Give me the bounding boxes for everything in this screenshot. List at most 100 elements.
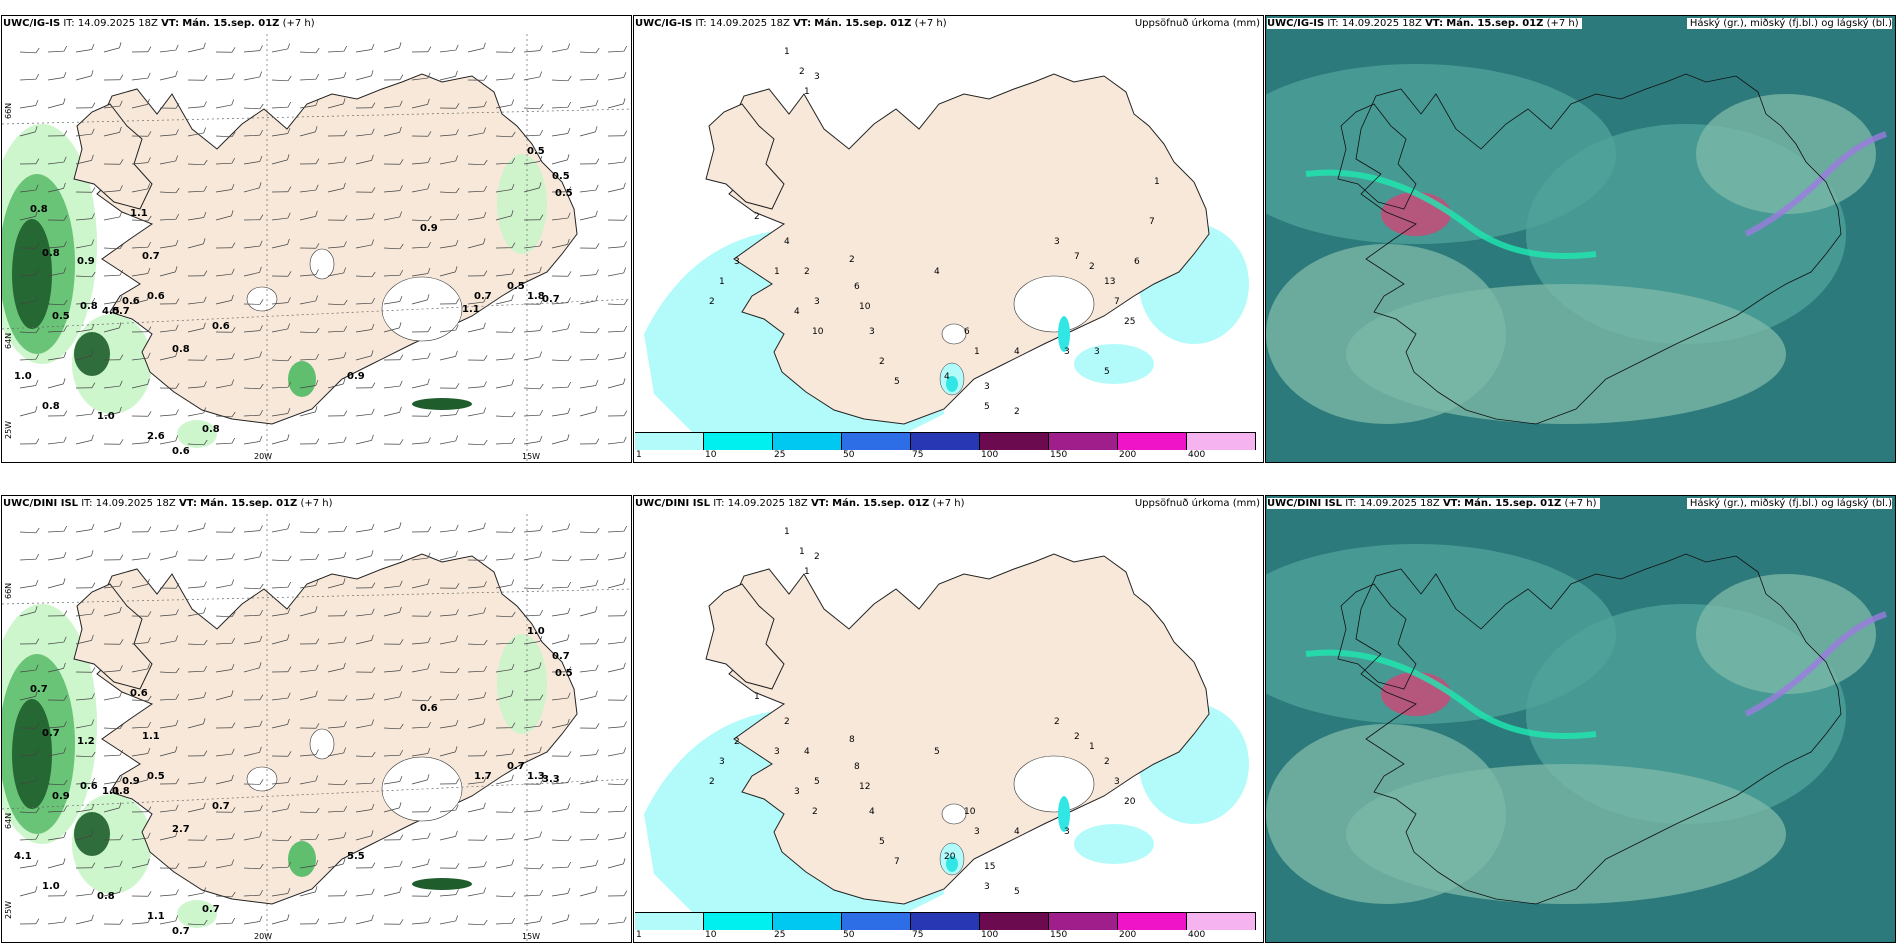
precip-value-label: 7	[1114, 297, 1120, 307]
panel-title: UWC/DINI ISL IT: 14.09.2025 18Z VT: Mán.…	[3, 498, 333, 509]
precip-value-label: 20	[1124, 797, 1136, 807]
colorbar-label: 100	[981, 930, 999, 940]
precip-value-label: 5	[879, 837, 885, 847]
precip-value-label: 3	[1114, 777, 1120, 787]
precip-value-label: 0.8	[80, 301, 98, 312]
precip-value-label: 2	[812, 807, 818, 817]
precip-value-label: 2	[1014, 407, 1020, 417]
precip-value-label: 7	[1149, 217, 1155, 227]
precip-value-label: 5	[814, 777, 820, 787]
precip-value-label: 1.0	[14, 371, 32, 382]
colorbar-label: 75	[912, 930, 924, 940]
precip-value-label: 1	[774, 267, 780, 277]
precip-value-label: 3.3	[542, 774, 560, 785]
panel-right-title: Háský (gr.), miðský (fj.bl.) og lágský (…	[1686, 18, 1892, 29]
colorbar-label: 10	[705, 930, 717, 940]
precip-value-label: 3	[814, 72, 820, 82]
colorbar-swatch	[704, 913, 773, 930]
precip-value-label: 0.6	[147, 291, 165, 302]
precip-value-label: 12	[859, 782, 870, 792]
precip-value-label: 3	[974, 827, 980, 837]
colorbar-swatch	[635, 433, 704, 450]
precip-value-label: 2	[784, 717, 790, 727]
precip-value-label: 4	[934, 267, 940, 277]
colorbar-label: 10	[705, 450, 717, 460]
precip-value-label: 0.7	[474, 291, 492, 302]
precip-value-label: 3	[1064, 347, 1070, 357]
precip-value-label: 0.7	[142, 251, 160, 262]
latitude-label: 25W	[4, 421, 13, 439]
precip-value-label: 1.8	[527, 291, 545, 302]
accumulated-precip-map-dini: UWC/DINI ISL IT: 14.09.2025 18Z VT: Mán.…	[633, 495, 1264, 943]
longitude-label: 15W	[522, 932, 540, 941]
precip-value-label: 0.7	[172, 926, 190, 937]
colorbar-label: 150	[1050, 450, 1068, 460]
precip-value-label: 3	[774, 747, 780, 757]
precip-value-label: 3	[1094, 347, 1100, 357]
precip-value-label: 0.8	[42, 401, 60, 412]
precip-value-label: 3	[794, 787, 800, 797]
precip-value-label: 6	[854, 282, 860, 292]
precip-value-label: 2	[709, 297, 715, 307]
precip-value-label: 1.2	[77, 736, 95, 747]
wind-precip-map-igis: UWC/IG-IS IT: 14.09.2025 18Z VT: Mán. 15…	[1, 15, 632, 463]
precip-value-label: 13	[1104, 277, 1115, 287]
precip-value-label: 0.5	[527, 146, 545, 157]
precip-value-label: 0.7	[112, 306, 130, 317]
precip-value-label: 4	[944, 372, 950, 382]
precip-value-label: 4.5	[102, 306, 120, 317]
precip-value-label: 1	[799, 547, 805, 557]
precip-value-label: 2	[709, 777, 715, 787]
precip-value-label: 0.6	[80, 781, 98, 792]
precip-value-label: 0.6	[420, 703, 438, 714]
precip-value-label: 1.7	[474, 771, 492, 782]
precip-value-label: 2	[1054, 717, 1060, 727]
precip-value-label: 6	[1134, 257, 1140, 267]
precip-value-label: 0.7	[212, 801, 230, 812]
colorbar-swatch	[704, 433, 773, 450]
colorbar-label: 200	[1119, 450, 1137, 460]
precip-value-label: 3	[984, 382, 990, 392]
precip-value-label: 10	[859, 302, 871, 312]
precip-value-label: 0.5	[52, 311, 70, 322]
panel-title: UWC/IG-IS IT: 14.09.2025 18Z VT: Mán. 15…	[1267, 18, 1582, 29]
precip-value-label: 0.5	[507, 281, 525, 292]
precip-value-label: 8	[849, 735, 855, 745]
longitude-label: 15W	[522, 452, 540, 461]
latitude-label: 66N	[4, 583, 13, 599]
precip-value-label: 0.8	[112, 786, 130, 797]
panel-right-title: Uppsöfnuð úrkoma (mm)	[1134, 498, 1260, 509]
colorbar-swatch	[1118, 913, 1187, 930]
precip-value-label: 4.1	[14, 851, 32, 862]
precip-value-label: 1.1	[142, 731, 160, 742]
precip-value-label: 0.8	[202, 424, 220, 435]
precip-value-label: 0.8	[42, 248, 60, 259]
precip-value-label: 0.5	[552, 171, 570, 182]
precip-value-label: 5.5	[347, 851, 365, 862]
precip-value-label: 1	[754, 692, 760, 702]
precip-value-label: 0.6	[122, 296, 140, 307]
colorbar-swatch	[1118, 433, 1187, 450]
precip-value-label: 0.8	[172, 344, 190, 355]
precip-value-label: 3	[719, 757, 725, 767]
precip-value-label: 0.9	[52, 791, 70, 802]
map-canvas: 66N 64N 25W 20W 15W 1.0 0.7 0.5 0.7 0.6 0.6 0.7 1.2 1…	[2, 514, 631, 942]
precip-value-label: 7	[1074, 252, 1080, 262]
latitude-label: 25W	[4, 901, 13, 919]
precip-value-label: 2.6	[147, 431, 165, 442]
precip-value-label: 0.7	[542, 294, 560, 305]
colorbar-swatch	[635, 913, 704, 930]
colorbar-swatch	[842, 433, 911, 450]
precip-value-label: 1	[974, 347, 980, 357]
map-canvas: 66N 64N 25W 20W 15W 0.5 0.5 0.5 0.8 1.1 0.9 0.8 0.9 0…	[2, 34, 631, 462]
precip-value-label: 1.0	[42, 881, 60, 892]
precip-value-label: 1	[1089, 742, 1095, 752]
colorbar-label: 1	[636, 930, 642, 940]
precip-value-label: 0.8	[97, 891, 115, 902]
latitude-label: 66N	[4, 103, 13, 119]
precip-value-label: 2	[879, 357, 885, 367]
colorbar-label: 50	[843, 930, 855, 940]
panel-title: UWC/DINI ISL IT: 14.09.2025 18Z VT: Mán.…	[635, 498, 965, 509]
precip-value-label: 5	[934, 747, 940, 757]
